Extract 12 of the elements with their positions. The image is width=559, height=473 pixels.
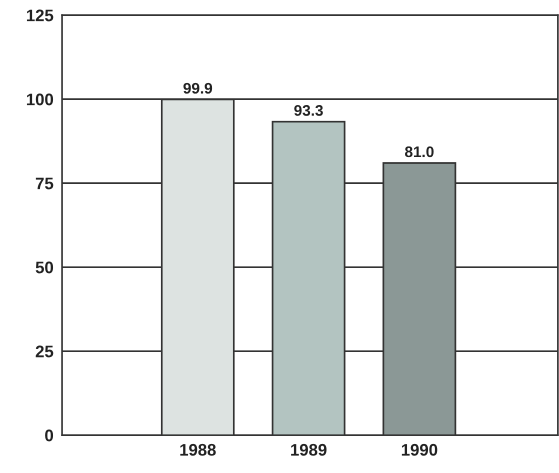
y-tick-label: 50 [36, 262, 54, 274]
y-tick-label: 125 [26, 10, 54, 22]
x-tick-label: 1988 [180, 444, 216, 456]
y-tick-label: 25 [36, 346, 54, 358]
x-tick-label: 1990 [402, 444, 438, 456]
data-label: 99.9 [183, 82, 212, 94]
data-label: 81.0 [405, 146, 434, 158]
y-tick-label: 0 [45, 430, 54, 442]
y-tick-label: 100 [26, 94, 54, 106]
data-label: 93.3 [294, 105, 323, 116]
y-tick-label: 75 [36, 178, 54, 190]
x-tick-label: 1989 [291, 444, 327, 456]
